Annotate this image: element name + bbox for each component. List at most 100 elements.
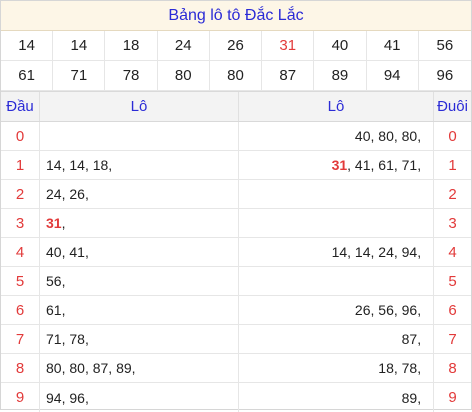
number-grid: 14 14 18 24 26 31 40 41 56 61 71 78 80 80 87 89 94 96 (1, 31, 471, 91)
lo-number: 96 (401, 302, 418, 318)
lo-number: 14 (46, 157, 62, 173)
lo-right-cell: 89, (238, 383, 433, 412)
lo-right-cell (238, 267, 433, 295)
table-row: 2 24, 26, 2 (1, 180, 471, 209)
dau-digit: 4 (15, 243, 25, 261)
table-row: 5 56, 5 (1, 267, 471, 296)
table-row: 3 31, 3 (1, 209, 471, 238)
number-cell: 80 (209, 61, 263, 91)
header-lo-right: Lô (238, 92, 433, 121)
lo-left-cell: 71, 78, (39, 325, 238, 353)
duoi-digit: 3 (433, 209, 471, 237)
lo-number: 18 (92, 157, 109, 173)
lo-right-cell: 26, 56, 96, (238, 296, 433, 324)
table-header: Đầu Lô Lô Đuôi (1, 92, 471, 122)
lo-number: 40 (46, 244, 62, 260)
lo-number: 31 (331, 157, 348, 173)
header-dau: Đầu (6, 98, 34, 115)
duoi-digit: 4 (433, 238, 471, 266)
dau-digit: 1 (15, 156, 25, 174)
lo-number: 89 (401, 389, 418, 406)
lo-left-cell: 14, 14, 18, (39, 151, 238, 179)
lo-number: 31 (46, 215, 62, 231)
number-cell: 41 (366, 31, 419, 61)
lo-left-cell: 24, 26, (39, 180, 238, 208)
number-cell: 87 (262, 61, 315, 91)
lo-number: 56 (378, 302, 394, 318)
duoi-digit: 5 (433, 267, 471, 295)
lo-number: 41 (69, 244, 85, 260)
number-cell: 40 (314, 31, 367, 61)
number-cell: 14 (53, 31, 106, 61)
dau-digit: 3 (15, 214, 25, 232)
number-cell: 26 (209, 31, 263, 61)
duoi-digit: 8 (433, 354, 471, 382)
lo-left-cell (39, 122, 238, 150)
lo-number: 80 (69, 360, 85, 376)
lo-right-cell: 14, 14, 24, 94, (238, 238, 433, 266)
header-duoi: Đuôi (433, 92, 471, 121)
number-cell: 89 (314, 61, 367, 91)
table-row: 1 14, 14, 18, 31, 41, 61, 71, 1 (1, 151, 471, 180)
lo-number: 78 (401, 360, 418, 376)
lo-number: 41 (354, 157, 371, 173)
header-lo-left: Lô (39, 92, 238, 121)
table-row: 8 80, 80, 87, 89, 18, 78, 8 (1, 354, 471, 383)
number-cell: 96 (418, 61, 471, 91)
number-cell: 31 (262, 31, 315, 61)
lo-number: 78 (69, 331, 85, 347)
number-cell: 24 (157, 31, 210, 61)
dau-digit: 0 (15, 127, 25, 145)
lo-number: 71 (401, 157, 418, 173)
lo-number: 18 (378, 360, 394, 376)
duoi-digit: 2 (433, 180, 471, 208)
lo-number: 80 (401, 128, 418, 144)
table-row: 7 71, 78, 87, 7 (1, 325, 471, 354)
lo-number: 24 (378, 244, 394, 260)
lo-left-cell: 80, 80, 87, 89, (39, 354, 238, 382)
number-cell: 14 (1, 31, 54, 61)
dau-digit: 2 (15, 185, 25, 203)
lo-number: 96 (69, 389, 85, 406)
duoi-digit: 6 (433, 296, 471, 324)
number-cell: 78 (105, 61, 158, 91)
table-row: 0 40, 80, 80, 0 (1, 122, 471, 151)
lo-number: 56 (46, 273, 62, 289)
lo-number: 87 (92, 360, 109, 376)
lo-left-cell: 61, (39, 296, 238, 324)
lo-number: 14 (331, 244, 348, 260)
number-cell: 80 (157, 61, 210, 91)
lo-number: 71 (46, 331, 62, 347)
lo-right-cell: 40, 80, 80, (238, 122, 433, 150)
duoi-digit: 7 (433, 325, 471, 353)
lo-number: 61 (46, 302, 62, 318)
lo-number: 87 (401, 331, 418, 347)
lo-left-cell: 94, 96, (39, 383, 238, 412)
lo-right-cell: 18, 78, (238, 354, 433, 382)
lo-right-cell (238, 180, 433, 208)
dau-digit: 8 (15, 359, 25, 377)
lo-number: 24 (46, 186, 62, 202)
lo-number: 80 (378, 128, 394, 144)
table-body: 0 40, 80, 80, 0 1 14, 14, 18, 31, 41, 61, 7… (1, 122, 471, 412)
table-row: 6 61, 26, 56, 96, 6 (1, 296, 471, 325)
lo-number: 14 (69, 157, 85, 173)
board-title: Bảng lô tô Đắc Lắc (1, 1, 471, 31)
number-cell: 18 (105, 31, 158, 61)
lo-left-cell: 56, (39, 267, 238, 295)
dau-digit: 7 (15, 330, 25, 348)
duoi-digit: 1 (433, 151, 471, 179)
number-cell: 94 (366, 61, 419, 91)
lo-number: 94 (401, 244, 418, 260)
number-cell: 61 (1, 61, 54, 91)
lo-number: 94 (46, 389, 62, 406)
lo-number: 14 (354, 244, 371, 260)
table-row: 9 94, 96, 89, 9 (1, 383, 471, 412)
dau-digit: 9 (15, 389, 25, 406)
lo-left-cell: 40, 41, (39, 238, 238, 266)
lo-right-cell: 87, (238, 325, 433, 353)
lo-number: 26 (69, 186, 85, 202)
lo-number: 80 (46, 360, 62, 376)
loto-table: Đầu Lô Lô Đuôi 0 40, 80, 80, 0 1 14, 14, 18… (1, 91, 471, 412)
